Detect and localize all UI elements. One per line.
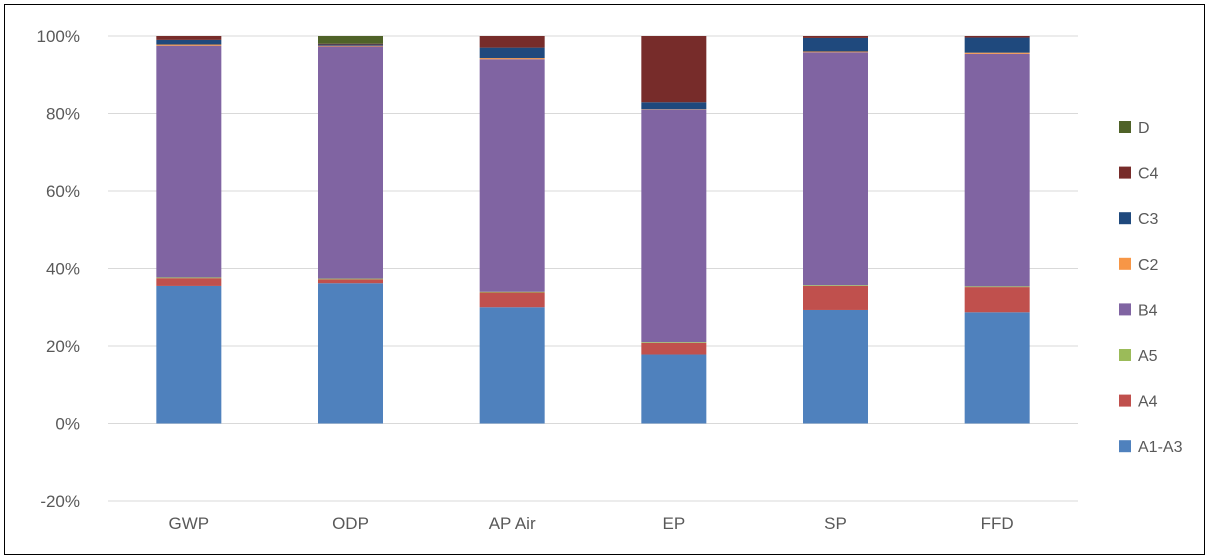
y-tick-label: 80% bbox=[46, 105, 80, 124]
legend-label: B4 bbox=[1138, 302, 1158, 319]
x-tick-label: GWP bbox=[169, 514, 210, 533]
stacked-bar-chart: -20% 0% 20% 40% 60% 80% 100% GWP ODP AP Air EP SP F… bbox=[37, 27, 1183, 533]
bar-segment-a1-a3 bbox=[964, 312, 1030, 424]
bar-segment-c3 bbox=[803, 37, 868, 52]
y-tick-label: -20% bbox=[40, 492, 80, 511]
bar-segment-c2 bbox=[803, 51, 868, 53]
bar-segment-a1-a3 bbox=[156, 285, 222, 424]
legend-swatch bbox=[1119, 303, 1131, 316]
bar-segment-a1-a3 bbox=[803, 309, 868, 424]
legend-swatch bbox=[1119, 440, 1131, 453]
bar-segment-c4 bbox=[803, 36, 868, 38]
bar-segment-c4 bbox=[641, 36, 707, 103]
bar-segment-b4 bbox=[641, 109, 707, 343]
x-tick-label: EP bbox=[662, 514, 685, 533]
legend-label: C4 bbox=[1138, 166, 1159, 183]
bar-segment-b4 bbox=[479, 59, 545, 292]
legend: D C4 C3 C2 B4 A5 A4 A1-A3 bbox=[1119, 120, 1183, 456]
legend-label: A1-A3 bbox=[1138, 439, 1183, 456]
chart-frame: -20% 0% 20% 40% 60% 80% 100% GWP ODP AP Air EP SP F… bbox=[4, 4, 1205, 555]
legend-label: C2 bbox=[1138, 257, 1159, 274]
legend-swatch bbox=[1119, 212, 1131, 225]
legend-swatch bbox=[1119, 166, 1131, 179]
bar-segment-a1-a3 bbox=[479, 307, 545, 424]
legend-swatch bbox=[1119, 257, 1131, 270]
bar-segment-d bbox=[318, 36, 383, 44]
y-tick-label: 20% bbox=[46, 337, 80, 356]
y-tick-label: 100% bbox=[37, 27, 80, 46]
bar-segment-c3 bbox=[479, 47, 545, 59]
bar-segment-a5 bbox=[803, 285, 868, 286]
bar-segment-a5 bbox=[641, 342, 707, 343]
bar-segment-a4 bbox=[479, 292, 545, 308]
bar-segment-c3 bbox=[156, 39, 222, 45]
y-tick-label: 40% bbox=[46, 260, 80, 279]
bar-segment-b4 bbox=[964, 53, 1030, 287]
bar-segment-a4 bbox=[641, 342, 707, 355]
bar-segment-a4 bbox=[318, 279, 383, 284]
bar-segment-a5 bbox=[156, 277, 222, 279]
bar-segment-a5 bbox=[964, 286, 1030, 288]
y-tick-label: 60% bbox=[46, 182, 80, 201]
legend-swatch bbox=[1119, 394, 1131, 407]
bar-segment-c2 bbox=[318, 45, 383, 47]
bar-segment-c4 bbox=[964, 36, 1030, 38]
bar-segment-c3 bbox=[641, 102, 707, 110]
gridlines bbox=[108, 35, 1078, 502]
x-tick-label: ODP bbox=[332, 514, 369, 533]
x-tick-label: SP bbox=[824, 514, 847, 533]
legend-label: D bbox=[1138, 120, 1150, 137]
y-tick-label: 0% bbox=[55, 415, 80, 434]
bar-segment-a4 bbox=[964, 287, 1030, 313]
bar-segment-b4 bbox=[156, 45, 222, 278]
bar-segment-b4 bbox=[318, 46, 383, 279]
bar-segment-a1-a3 bbox=[318, 283, 383, 424]
bar-segment-c2 bbox=[156, 44, 222, 46]
legend-label: A5 bbox=[1138, 348, 1158, 365]
y-axis-ticks: -20% 0% 20% 40% 60% 80% 100% bbox=[37, 27, 80, 511]
x-axis-ticks: GWP ODP AP Air EP SP FFD bbox=[169, 514, 1014, 533]
bar-segment-a5 bbox=[479, 291, 545, 293]
bar-segment-c2 bbox=[964, 52, 1030, 54]
bar-segment-c3 bbox=[318, 44, 383, 46]
legend-swatch bbox=[1119, 121, 1131, 133]
bar-segment-c3 bbox=[964, 37, 1030, 53]
bar-segment-c4 bbox=[156, 36, 222, 40]
bar-segment-b4 bbox=[803, 52, 868, 286]
legend-swatch bbox=[1119, 349, 1131, 361]
x-tick-label: FFD bbox=[981, 514, 1014, 533]
x-tick-label: AP Air bbox=[489, 514, 536, 533]
legend-label: A4 bbox=[1138, 394, 1158, 411]
legend-label: C3 bbox=[1138, 211, 1159, 228]
bars bbox=[156, 36, 1030, 424]
bar-segment-c2 bbox=[479, 58, 545, 60]
bar-segment-a5 bbox=[318, 278, 383, 280]
bar-segment-c4 bbox=[479, 36, 545, 48]
bar-segment-a4 bbox=[803, 285, 868, 310]
bar-segment-a4 bbox=[156, 278, 222, 286]
bar-segment-a1-a3 bbox=[641, 354, 707, 424]
bar-segment-c4 bbox=[318, 43, 383, 45]
